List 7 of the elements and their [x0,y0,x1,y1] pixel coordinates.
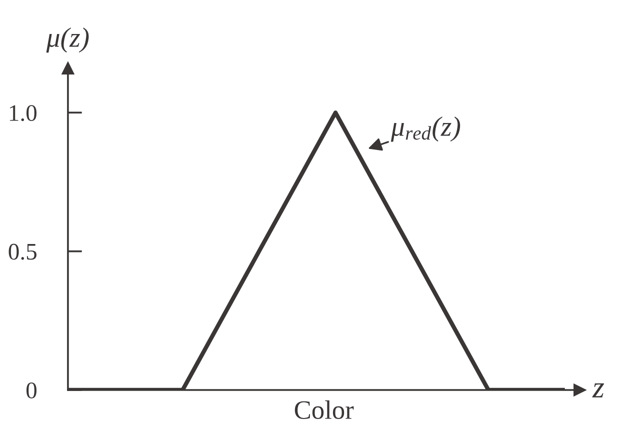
y-tick-label: 1.0 [10,105,36,122]
text: z [592,383,604,398]
annotation: μ$_{red}$(z) [390,116,460,142]
x-axis-title: Color [294,400,354,419]
y-axis-title: μ(z) [46,27,89,53]
y-tick-label: 0.5 [8,244,36,260]
y-tick-label: 0 [26,382,36,398]
